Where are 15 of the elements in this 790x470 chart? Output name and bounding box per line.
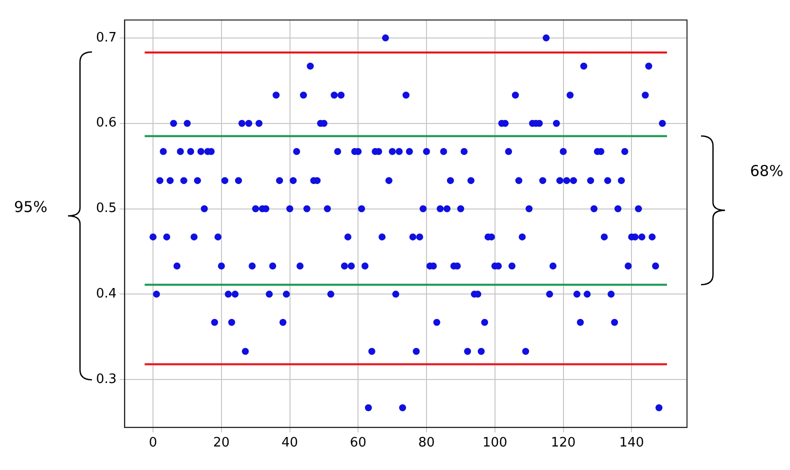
y-tick-label: 0.5 [96,201,117,216]
x-tick-label: 120 [550,436,576,451]
y-tick-label: 0.3 [96,372,117,387]
x-tick-label: 60 [350,436,366,451]
x-tick-label: 140 [619,436,644,451]
text: 68% [750,162,784,180]
x-tick-label: 40 [282,436,298,451]
x-tick-label: 80 [418,436,435,451]
y-tick-label: 0.7 [96,30,117,46]
text: 95% [14,198,48,216]
x-tick-label: 0 [148,436,158,451]
y-tick-label: 0.6 [96,116,117,131]
y-tick-label: 0.4 [96,286,117,302]
x-tick-label: 20 [213,436,230,451]
x-tick-label: 100 [482,436,508,451]
